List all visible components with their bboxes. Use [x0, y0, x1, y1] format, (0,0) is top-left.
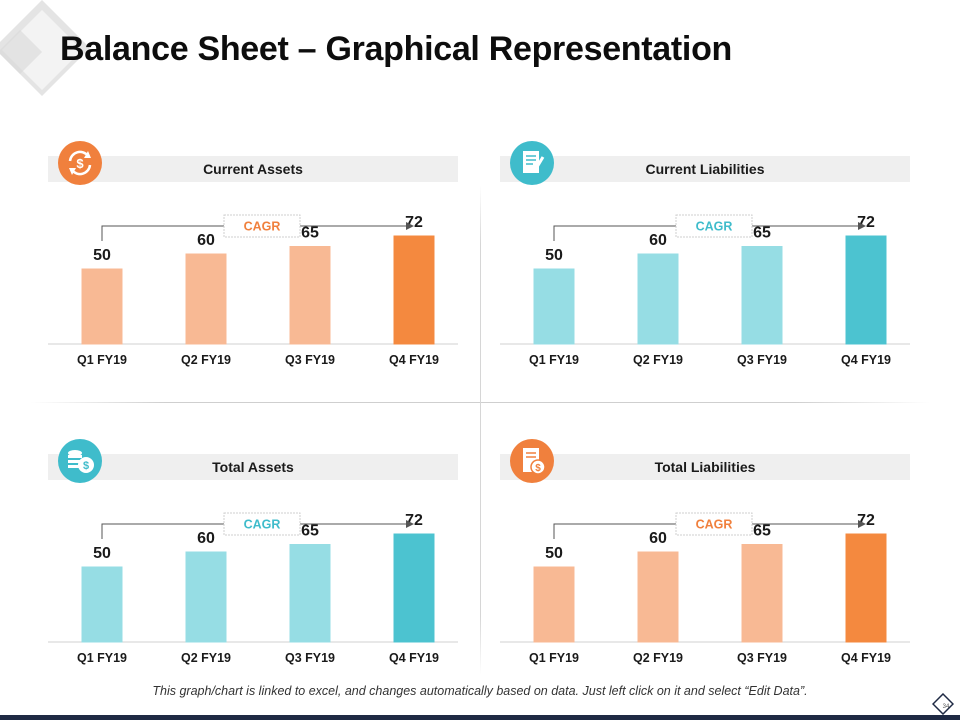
cagr-arrowhead [406, 520, 414, 528]
tick-label: Q4 FY19 [389, 353, 439, 367]
data-label: 60 [197, 530, 215, 547]
panel-current-assets: Current Assets $ 50 Q1 FY19 60 Q2 FY19 65 Q3 … [48, 141, 468, 396]
bar [185, 253, 227, 345]
bottom-bar [0, 715, 960, 720]
cagr-label: CAGR [696, 220, 733, 234]
corner-decoration [0, 0, 90, 110]
bar [289, 544, 331, 643]
panel-header: Total Assets [48, 454, 458, 480]
bar [81, 268, 123, 345]
cagr-line [553, 523, 860, 539]
panel-current-liabilities: Current Liabilities 50 Q1 FY19 60 Q2 FY19 65… [500, 141, 920, 396]
tick-label: Q1 FY19 [77, 353, 127, 367]
data-label: 50 [545, 545, 563, 562]
bar [81, 566, 123, 643]
cagr-label: CAGR [244, 220, 281, 234]
tick-label: Q2 FY19 [633, 651, 683, 665]
tick-label: Q3 FY19 [285, 651, 335, 665]
svg-text:$: $ [83, 460, 89, 472]
data-label: 60 [649, 530, 667, 547]
cagr-label: CAGR [696, 518, 733, 532]
footnote: This graph/chart is linked to excel, and… [152, 684, 808, 698]
bar [533, 566, 575, 643]
bar [741, 544, 783, 643]
cagr-label: CAGR [244, 518, 281, 532]
panel-total-assets: Total Assets $ 50 Q1 FY19 60 Q2 FY19 65 Q3 FY… [48, 439, 468, 694]
svg-text:$: $ [76, 156, 84, 171]
bar [845, 533, 887, 643]
data-label: 50 [93, 247, 111, 264]
tick-label: Q3 FY19 [737, 353, 787, 367]
invoice-dollar-icon: $ [510, 439, 554, 483]
tick-label: Q1 FY19 [529, 651, 579, 665]
bar [393, 533, 435, 643]
tick-label: Q4 FY19 [841, 353, 891, 367]
data-label: 50 [545, 247, 563, 264]
panel-header: Current Liabilities [500, 156, 910, 182]
bar [845, 235, 887, 345]
cagr-box [675, 512, 753, 536]
data-label: 65 [753, 523, 771, 540]
tick-label: Q3 FY19 [737, 651, 787, 665]
data-label: 60 [197, 232, 215, 249]
data-label: 50 [93, 545, 111, 562]
tick-label: Q1 FY19 [77, 651, 127, 665]
page-badge-icon [932, 693, 954, 715]
data-label: 65 [301, 225, 319, 242]
cagr-arrowhead [406, 222, 414, 230]
data-label: 65 [753, 225, 771, 242]
page-title: Balance Sheet – Graphical Representation [60, 30, 733, 68]
cagr-arrowhead [858, 520, 866, 528]
vertical-divider [480, 185, 481, 675]
panel-header: Total Liabilities [500, 454, 910, 480]
cagr-line [101, 523, 408, 539]
cagr-box [223, 512, 301, 536]
dollar-cycle-icon: $ [58, 141, 102, 185]
tick-label: Q3 FY19 [285, 353, 335, 367]
document-pen-icon [510, 141, 554, 185]
page-number: 34 [942, 704, 950, 710]
bar [393, 235, 435, 345]
bar [533, 268, 575, 345]
tick-label: Q2 FY19 [181, 353, 231, 367]
data-label: 65 [301, 523, 319, 540]
cagr-box [675, 214, 753, 238]
tick-label: Q4 FY19 [841, 651, 891, 665]
svg-text:$: $ [535, 463, 541, 474]
bar [185, 551, 227, 643]
cagr-box [223, 214, 301, 238]
tick-label: Q2 FY19 [633, 353, 683, 367]
tick-label: Q2 FY19 [181, 651, 231, 665]
panel-total-liabilities: Total Liabilities $ 50 Q1 FY19 60 Q2 FY19 65… [500, 439, 920, 694]
bar [637, 551, 679, 643]
panel-header: Current Assets [48, 156, 458, 182]
bar [741, 246, 783, 345]
data-label: 60 [649, 232, 667, 249]
coins-icon: $ [58, 439, 102, 483]
tick-label: Q4 FY19 [389, 651, 439, 665]
cagr-line [553, 225, 860, 241]
bar [637, 253, 679, 345]
cagr-line [101, 225, 408, 241]
bar [289, 246, 331, 345]
tick-label: Q1 FY19 [529, 353, 579, 367]
cagr-arrowhead [858, 222, 866, 230]
